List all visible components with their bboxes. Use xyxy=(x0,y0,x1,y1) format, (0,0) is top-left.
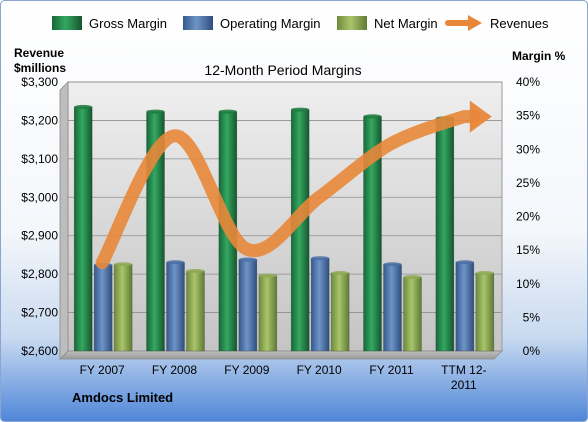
bar-top xyxy=(403,275,422,280)
bar-body xyxy=(238,259,258,352)
y-left-axis-title-line2: $millions xyxy=(14,61,66,75)
bar-net-margin-fy-2009 xyxy=(258,273,278,352)
legend-swatch-revenues-arrowhead xyxy=(468,15,482,31)
bar-net-margin-fy-2010 xyxy=(330,270,350,352)
legend-label-net-margin: Net Margin xyxy=(374,16,438,31)
y-right-tick-label: 30% xyxy=(516,142,540,156)
bar-top xyxy=(383,262,402,267)
bar-body xyxy=(383,263,402,352)
legend-item-gross-margin: Gross Margin xyxy=(52,16,167,31)
legend-item-net-margin: Net Margin xyxy=(337,16,438,31)
legend-label-operating-margin: Operating Margin xyxy=(220,16,320,31)
legend-swatch-operating-margin xyxy=(183,16,213,30)
x-tick-label: FY 2010 xyxy=(297,363,342,377)
bar-top xyxy=(455,260,474,265)
bar-top xyxy=(166,260,185,265)
bar-body xyxy=(310,257,330,352)
company-label: Amdocs Limited xyxy=(72,390,173,405)
x-tick-label: FY 2011 xyxy=(369,363,414,377)
bar-net-margin-fy-2008 xyxy=(186,268,205,352)
y-right-tick-labels: 0% 5% 10% 15% 20% 25% 30% 35% 40% xyxy=(516,75,540,358)
bar-top xyxy=(114,262,133,267)
legend-swatch-gross-margin xyxy=(52,16,82,30)
bar-gross-margin-ttm-12-2011 xyxy=(435,116,455,352)
bar-top xyxy=(331,270,350,275)
bar-operating-margin-fy-2008 xyxy=(166,260,185,352)
bar-gross-margin-fy-2007 xyxy=(73,104,93,352)
bar-top xyxy=(291,107,310,112)
plot-floor xyxy=(59,350,503,360)
y-left-tick-labels: $2,600 $2,700 $2,800 $2,900 $3,000 $3,100 $3,2… xyxy=(21,75,58,358)
bar-top xyxy=(311,256,330,261)
bar-gross-margin-fy-2011 xyxy=(363,114,382,352)
x-tick-labels: FY 2007 FY 2008 FY 2009 FY 2010 FY 2011 TTM 1… xyxy=(80,363,487,392)
y-right-tick-label: 20% xyxy=(516,210,540,224)
bar-operating-margin-fy-2010 xyxy=(310,256,330,352)
revenue-line xyxy=(95,110,481,270)
x-tick-label: TTM 12- xyxy=(441,363,486,377)
gridlines xyxy=(68,81,502,352)
bar-body xyxy=(435,118,455,352)
legend-swatch-net-margin xyxy=(337,16,367,30)
y-right-tick-label: 15% xyxy=(516,243,540,257)
bar-net-margin-fy-2011 xyxy=(403,275,422,352)
bar-body xyxy=(186,270,205,352)
bar-operating-margin-fy-2009 xyxy=(238,257,258,352)
bar-top xyxy=(186,268,205,273)
x-tick-label: FY 2008 xyxy=(152,363,197,377)
bar-body xyxy=(258,275,278,352)
y-right-tick-label: 10% xyxy=(516,277,540,291)
bar-body xyxy=(475,272,495,352)
y-left-tick-label: $2,800 xyxy=(21,267,58,281)
bar-body xyxy=(166,261,185,352)
bar-body xyxy=(455,261,475,352)
chart-title: 12-Month Period Margins xyxy=(204,62,361,78)
y-left-tick-label: $3,100 xyxy=(21,152,58,166)
bar-top xyxy=(238,257,257,262)
legend: Gross Margin Operating Margin Net Margin… xyxy=(52,15,549,31)
revenue-line-layer xyxy=(95,100,492,270)
legend-label-gross-margin: Gross Margin xyxy=(89,16,167,31)
y-right-tick-label: 35% xyxy=(516,109,540,123)
bar-top xyxy=(218,109,237,114)
bar-operating-margin-ttm-12-2011 xyxy=(455,260,475,352)
bar-top xyxy=(363,114,382,119)
bar-top xyxy=(74,104,93,109)
y-left-axis-title-line1: Revenue xyxy=(14,46,64,60)
revenue-arrowhead xyxy=(469,100,492,133)
y-right-axis-title: Margin % xyxy=(512,49,566,63)
y-left-tick-label: $2,700 xyxy=(21,306,58,320)
bar-top xyxy=(146,109,165,114)
bar-top xyxy=(475,270,494,275)
y-left-tick-label: $3,200 xyxy=(21,113,58,127)
x-tick-label: FY 2007 xyxy=(80,363,125,377)
bar-net-margin-ttm-12-2011 xyxy=(475,270,495,352)
x-tick-label: 2011 xyxy=(451,378,477,392)
y-left-tick-label: $3,300 xyxy=(21,75,58,89)
legend-item-operating-margin: Operating Margin xyxy=(183,16,320,31)
y-right-tick-label: 25% xyxy=(516,176,540,190)
bar-body xyxy=(93,264,113,352)
bar-top xyxy=(258,273,277,278)
bar-body xyxy=(73,106,93,352)
plot-side-wall xyxy=(59,81,69,360)
legend-label-revenues: Revenues xyxy=(490,16,549,31)
bar-body xyxy=(330,272,350,352)
y-left-tick-label: $2,600 xyxy=(21,344,58,358)
bar-operating-margin-fy-2007 xyxy=(93,262,113,352)
legend-item-revenues: Revenues xyxy=(445,15,549,31)
bar-body xyxy=(113,263,133,352)
bar-body xyxy=(403,276,422,352)
y-left-tick-label: $2,900 xyxy=(21,229,58,243)
x-tick-label: FY 2009 xyxy=(224,363,269,377)
bars xyxy=(73,104,495,352)
bar-operating-margin-fy-2011 xyxy=(383,262,402,352)
y-right-tick-label: 0% xyxy=(523,344,541,358)
y-right-tick-label: 40% xyxy=(516,75,540,89)
y-left-tick-label: $3,000 xyxy=(21,190,58,204)
y-right-tick-label: 5% xyxy=(523,310,541,324)
bar-net-margin-fy-2007 xyxy=(113,262,133,352)
